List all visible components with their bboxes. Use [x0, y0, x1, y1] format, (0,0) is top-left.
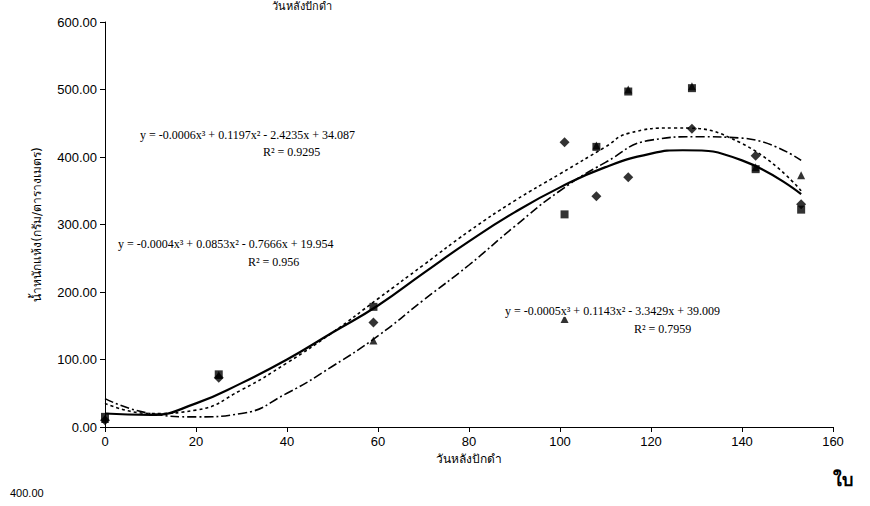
svg-text:ใบ: ใบ — [833, 469, 853, 490]
svg-text:500.00: 500.00 — [57, 82, 97, 97]
svg-text:80: 80 — [462, 434, 476, 449]
svg-text:200.00: 200.00 — [57, 285, 97, 300]
svg-text:0: 0 — [101, 434, 108, 449]
svg-text:0.00: 0.00 — [72, 420, 97, 435]
svg-text:140: 140 — [731, 434, 753, 449]
svg-text:600.00: 600.00 — [57, 15, 97, 30]
svg-text:40: 40 — [280, 434, 294, 449]
svg-text:400.00: 400.00 — [10, 487, 44, 499]
svg-text:400.00: 400.00 — [57, 150, 97, 165]
svg-text:20: 20 — [189, 434, 203, 449]
svg-text:300.00: 300.00 — [57, 217, 97, 232]
svg-text:วันหลังปักดำ: วันหลังปักดำ — [272, 0, 332, 13]
svg-text:R² = 0.9295: R² = 0.9295 — [263, 145, 320, 159]
svg-text:60: 60 — [371, 434, 385, 449]
svg-text:น้ำหนักแห้ง(กรัม/ตารางเมตร): น้ำหนักแห้ง(กรัม/ตารางเมตร) — [28, 147, 44, 301]
svg-text:y = -0.0004x³ + 0.0853x² - 0.7: y = -0.0004x³ + 0.0853x² - 0.7666x + 19.… — [118, 237, 334, 251]
svg-text:120: 120 — [640, 434, 662, 449]
svg-text:วันหลังปักดำ: วันหลังปักดำ — [436, 452, 502, 466]
svg-text:R² = 0.7959: R² = 0.7959 — [634, 322, 691, 336]
svg-text:160: 160 — [822, 434, 844, 449]
svg-text:100: 100 — [549, 434, 571, 449]
svg-text:100.00: 100.00 — [57, 352, 97, 367]
svg-text:R² = 0.956: R² = 0.956 — [248, 255, 299, 269]
svg-text:y = -0.0006x³ + 0.1197x² - 2.4: y = -0.0006x³ + 0.1197x² - 2.4235x + 34.… — [140, 128, 355, 142]
svg-text:y = -0.0005x³ + 0.1143x² - 3.3: y = -0.0005x³ + 0.1143x² - 3.3429x + 39.… — [505, 304, 720, 318]
